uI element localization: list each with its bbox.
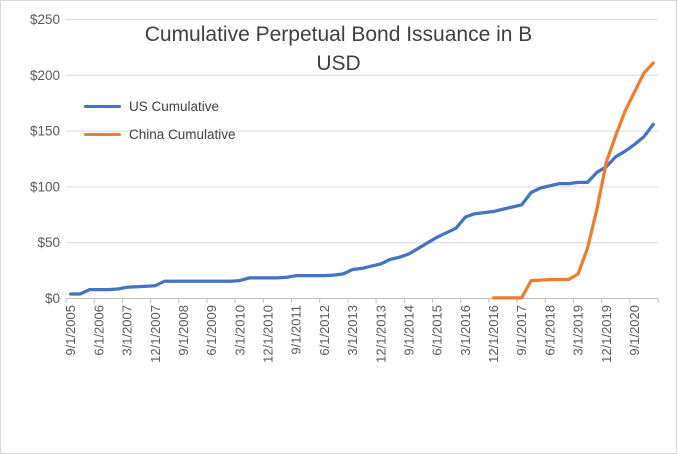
x-tick-label: 12/1/2007 — [148, 305, 163, 363]
legend: US Cumulative China Cumulative — [84, 99, 236, 155]
x-tick-label: 3/1/2016 — [458, 305, 473, 356]
y-tick-label: $0 — [45, 291, 60, 306]
x-tick-label: 3/1/2013 — [345, 305, 360, 356]
x-tick-label: 9/1/2008 — [176, 305, 191, 356]
x-tick-label: 6/1/2018 — [542, 305, 557, 356]
x-tick-label: 9/1/2020 — [627, 305, 642, 356]
series-line-us — [69, 122, 655, 296]
x-tick-label: 12/1/2019 — [599, 305, 614, 363]
x-tick-label: 12/1/2010 — [261, 305, 276, 363]
x-tick-label: 9/1/2017 — [514, 305, 529, 356]
y-tick-label: $150 — [30, 124, 60, 139]
chart-title: Cumulative Perpetual Bond Issuance in B … — [144, 23, 533, 75]
legend-swatch-china — [84, 132, 121, 137]
x-tick-label: 6/1/2009 — [204, 305, 219, 356]
legend-item-us: US Cumulative — [84, 99, 236, 114]
series-line-china — [491, 61, 655, 300]
y-tick-label: $50 — [37, 235, 60, 250]
x-tick-label: 12/1/2016 — [486, 305, 501, 363]
x-tick-label: 3/1/2010 — [232, 305, 247, 356]
x-tick-label: 9/1/2014 — [401, 305, 416, 356]
legend-label-china: China Cumulative — [129, 127, 236, 142]
y-tick-label: $200 — [30, 68, 60, 83]
y-tick-label: $100 — [30, 179, 60, 194]
x-tick-label: 3/1/2007 — [120, 305, 135, 356]
legend-label-us: US Cumulative — [129, 99, 220, 114]
x-tick-label: 6/1/2012 — [317, 305, 332, 356]
x-tick-label: 9/1/2005 — [63, 305, 78, 356]
legend-swatch-us — [84, 104, 121, 109]
x-tick-label: 3/1/2019 — [571, 305, 586, 356]
x-tick-label: 6/1/2015 — [430, 305, 445, 356]
x-tick-label: 6/1/2006 — [91, 305, 106, 356]
x-tick-label: 12/1/2013 — [373, 305, 388, 363]
x-tick-label: 9/1/2011 — [289, 305, 304, 355]
y-tick-label: $250 — [30, 12, 60, 27]
legend-item-china: China Cumulative — [84, 127, 236, 142]
